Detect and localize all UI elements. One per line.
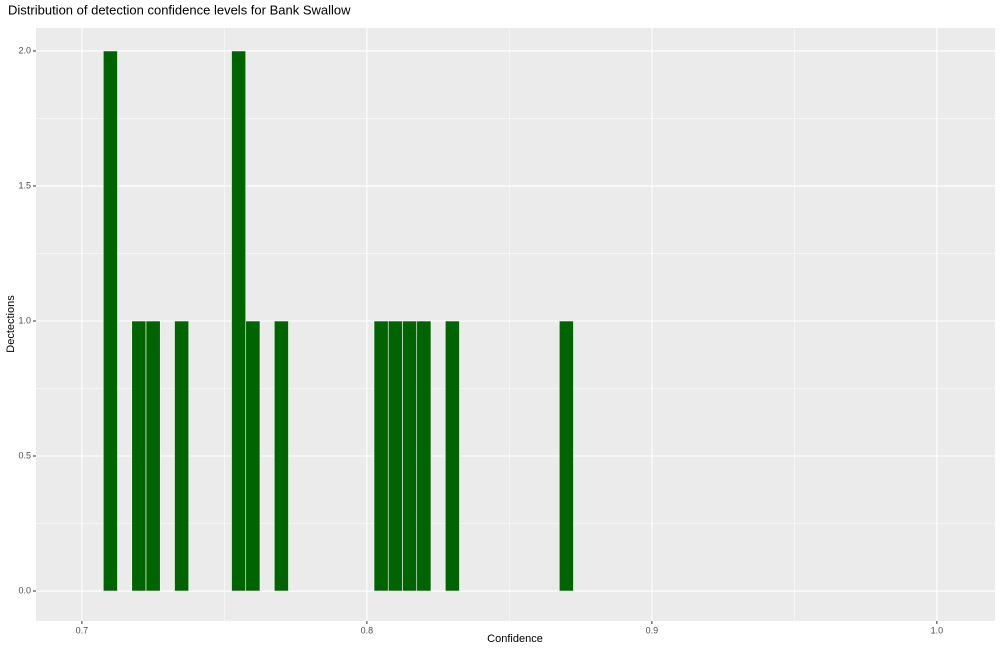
y-tick-label: 0.5 [18, 450, 31, 460]
chart-title: Distribution of detection confidence lev… [8, 2, 351, 17]
marks [102, 50, 574, 592]
panel [36, 28, 995, 621]
y-tick-label: 1.5 [18, 180, 31, 190]
grid [36, 28, 995, 621]
x-tick-label: 1.0 [931, 625, 944, 635]
bar [131, 320, 147, 592]
x-tick-label: 0.7 [76, 625, 89, 635]
y-tick-label: 1.0 [18, 315, 31, 325]
bar [402, 320, 418, 592]
y-tick-label: 2.0 [18, 45, 31, 55]
bar [416, 320, 432, 592]
bar [145, 320, 161, 592]
bar [102, 50, 118, 592]
bar [373, 320, 389, 592]
x-tick-label: 0.8 [361, 625, 374, 635]
bar [174, 320, 190, 592]
x-axis-label: Confidence [487, 633, 543, 645]
bar [231, 50, 247, 592]
bar [444, 320, 460, 592]
bar [273, 320, 289, 592]
y-axis-label: Dectections [5, 295, 17, 353]
x-tick-label: 0.9 [646, 625, 659, 635]
y-tick-label: 0.0 [18, 585, 31, 595]
bar [558, 320, 574, 592]
bar [387, 320, 403, 592]
bar [245, 320, 261, 592]
